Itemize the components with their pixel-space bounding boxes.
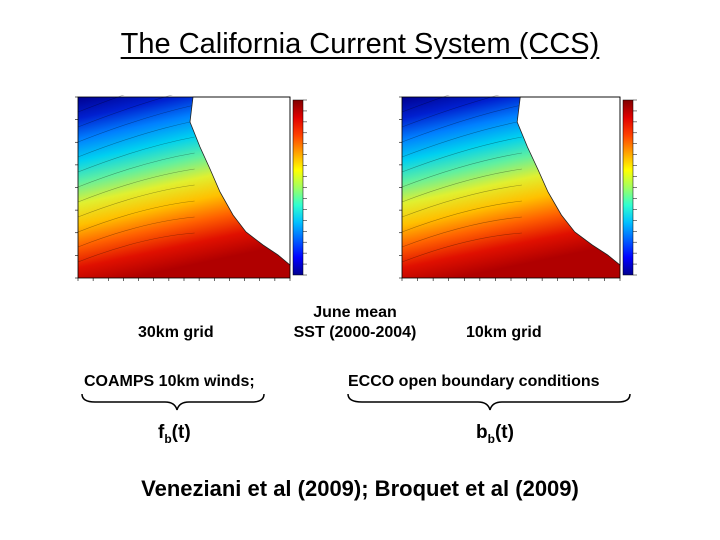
center-label: June mean [313, 304, 397, 321]
contour [77, 200, 195, 233]
contour [401, 95, 500, 128]
contour [401, 184, 522, 218]
contour [401, 216, 522, 248]
symbol-base: b [476, 422, 488, 443]
forcing-symbol: bb(t) [476, 422, 514, 446]
contour [77, 95, 173, 128]
symbol-arg: (t) [171, 422, 191, 443]
contour [77, 232, 195, 263]
brace [347, 393, 631, 411]
symbol-sub: b [487, 431, 495, 446]
map-label: 10km grid [466, 324, 542, 341]
contour [77, 136, 195, 173]
contour [401, 152, 522, 188]
contour [401, 200, 522, 233]
contour [77, 216, 195, 248]
contour [77, 104, 195, 143]
map-label: 30km grid [138, 324, 214, 341]
colorbar [622, 99, 634, 276]
contour [401, 120, 522, 158]
symbol-base: f [158, 422, 165, 443]
braces [81, 393, 631, 411]
forcing-symbol: fb(t) [158, 422, 191, 446]
center-label: SST (2000-2004) [293, 324, 417, 341]
contour [77, 95, 125, 113]
contour [77, 120, 195, 158]
contour [401, 136, 522, 173]
forcing-text: COAMPS 10km winds; [84, 373, 255, 390]
contour [77, 184, 195, 218]
contour [77, 168, 195, 203]
contour [77, 152, 195, 188]
slide-title: The California Current System (CCS) [120, 28, 600, 60]
contour [401, 232, 522, 263]
sst-map-30km [75, 95, 307, 281]
symbol-arg: (t) [494, 422, 514, 443]
contour [401, 168, 522, 203]
forcing-text: ECCO open boundary conditions [348, 373, 600, 390]
colorbar [292, 99, 304, 276]
brace [81, 393, 265, 411]
sst-map-10km [399, 95, 637, 281]
citation: Veneziani et al (2009); Broquet et al (2… [141, 476, 579, 501]
contour [401, 95, 450, 113]
contour [401, 104, 522, 143]
symbol-sub: b [164, 431, 172, 446]
